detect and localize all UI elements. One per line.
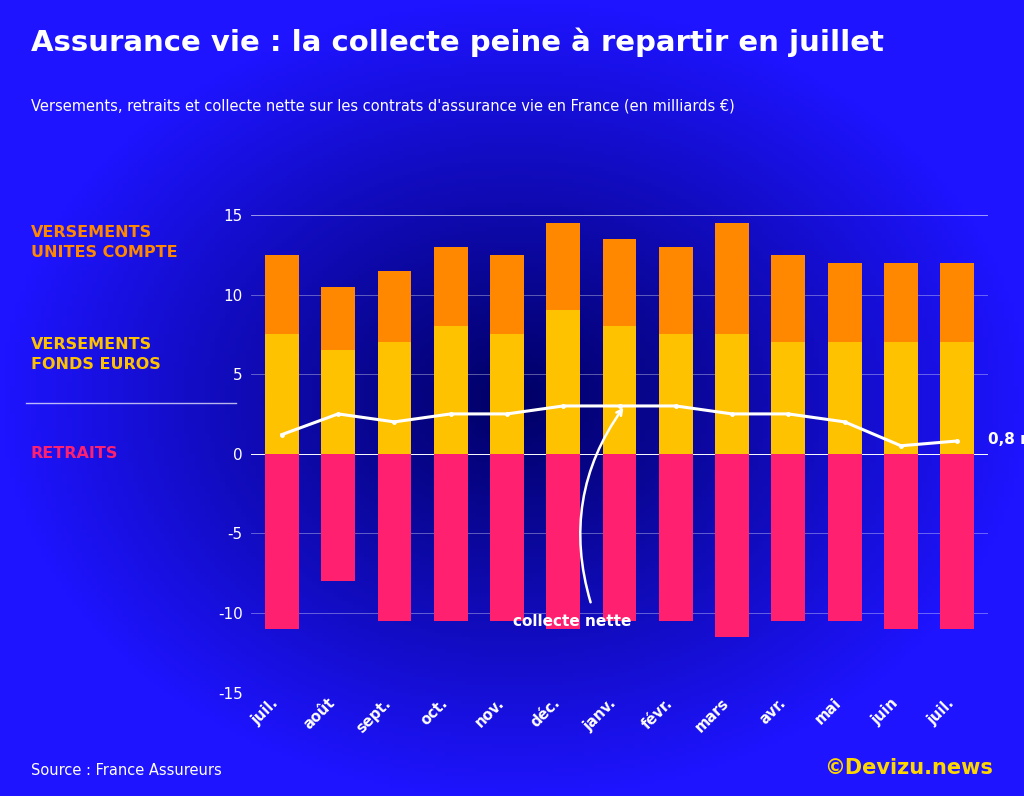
Bar bbox=[884, 342, 918, 454]
Bar bbox=[434, 326, 468, 454]
Bar bbox=[547, 223, 581, 310]
Text: VERSEMENTS
FONDS EUROS: VERSEMENTS FONDS EUROS bbox=[31, 337, 161, 372]
Bar bbox=[827, 263, 861, 342]
Bar bbox=[884, 454, 918, 629]
Bar bbox=[940, 342, 974, 454]
Bar bbox=[265, 454, 299, 629]
Bar bbox=[658, 247, 692, 334]
Bar bbox=[490, 255, 524, 334]
Bar bbox=[658, 334, 692, 454]
Text: Source : France Assureurs: Source : France Assureurs bbox=[31, 763, 221, 778]
Text: VERSEMENTS
UNITES COMPTE: VERSEMENTS UNITES COMPTE bbox=[31, 225, 177, 260]
Bar bbox=[884, 263, 918, 342]
Bar bbox=[434, 454, 468, 621]
Text: Versements, retraits et collecte nette sur les contrats d'assurance vie en Franc: Versements, retraits et collecte nette s… bbox=[31, 99, 734, 114]
Bar bbox=[771, 255, 805, 342]
Bar bbox=[715, 223, 749, 334]
Bar bbox=[771, 342, 805, 454]
Text: Assurance vie : la collecte peine à repartir en juillet: Assurance vie : la collecte peine à repa… bbox=[31, 28, 884, 57]
Text: RETRAITS: RETRAITS bbox=[31, 447, 118, 461]
Bar bbox=[490, 334, 524, 454]
Bar bbox=[322, 350, 355, 454]
Bar bbox=[940, 263, 974, 342]
Text: collecte nette: collecte nette bbox=[513, 614, 631, 629]
Bar bbox=[715, 454, 749, 637]
Bar bbox=[265, 334, 299, 454]
Bar bbox=[322, 454, 355, 581]
Bar bbox=[658, 454, 692, 621]
Text: 0,8 md€: 0,8 md€ bbox=[988, 432, 1024, 447]
Bar bbox=[547, 454, 581, 629]
Bar bbox=[322, 287, 355, 350]
Bar bbox=[378, 271, 412, 342]
Bar bbox=[490, 454, 524, 621]
Bar bbox=[265, 255, 299, 334]
Bar bbox=[827, 342, 861, 454]
Bar bbox=[603, 239, 636, 326]
Bar bbox=[434, 247, 468, 326]
Bar bbox=[603, 454, 636, 621]
Bar bbox=[378, 454, 412, 621]
Bar bbox=[771, 454, 805, 621]
Text: ©Devizu.news: ©Devizu.news bbox=[824, 759, 993, 778]
Bar bbox=[827, 454, 861, 621]
Bar bbox=[603, 326, 636, 454]
Bar bbox=[940, 454, 974, 629]
Bar bbox=[547, 310, 581, 454]
Bar bbox=[715, 334, 749, 454]
Bar bbox=[378, 342, 412, 454]
